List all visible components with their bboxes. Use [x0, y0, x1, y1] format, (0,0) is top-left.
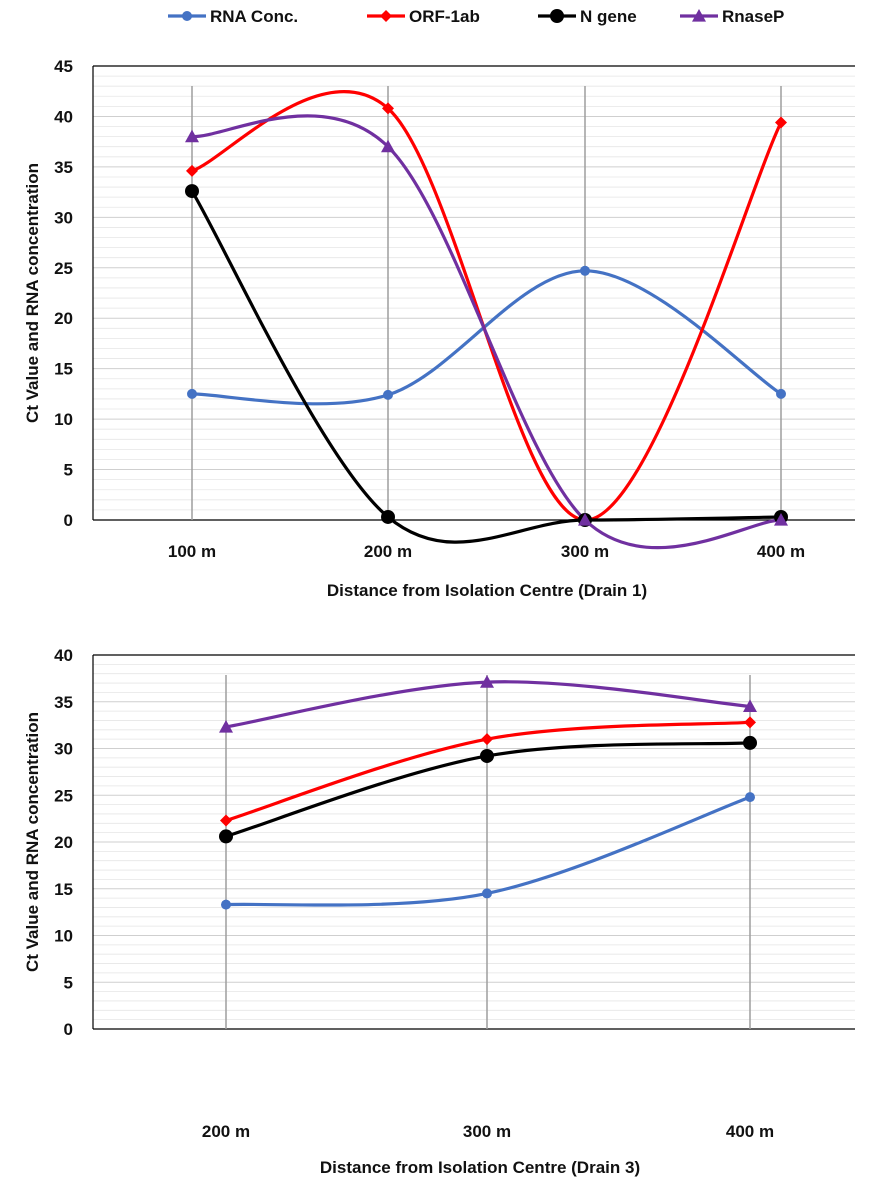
- y-tick-label: 30: [54, 740, 73, 759]
- data-point-rna-conc: [482, 888, 492, 899]
- y-tick-label: 35: [54, 158, 73, 177]
- data-point-orf-1ab: [744, 716, 756, 729]
- y-tick-label: 5: [64, 461, 73, 480]
- data-point-rna-conc: [221, 899, 231, 910]
- y-tick-label: 40: [54, 646, 73, 665]
- series-line-rna-conc: [190, 269, 783, 406]
- y-tick-label: 25: [54, 259, 73, 278]
- y-tick-label: 40: [54, 107, 73, 126]
- chart-drain-3: 0 5 10 15 20 25 30 35 40 200 m 300 m 400 m Distance …: [23, 646, 855, 1177]
- data-point-rna-conc: [187, 388, 197, 399]
- chart-drain-1: 0 5 10 15 20 25 30 35 40 45 100 m 200 m 300 m 400 m Di…: [23, 57, 855, 600]
- data-point-rnasep: [185, 129, 199, 143]
- markers-n-gene: [219, 735, 757, 844]
- markers-orf-1ab: [220, 716, 756, 827]
- series-orf-1ab: [190, 90, 783, 522]
- plot-area: [93, 66, 855, 520]
- y-axis-title: Ct Value and RNA concentration: [23, 163, 42, 423]
- series-rnasep: [190, 114, 783, 550]
- x-axis-title: Distance from Isolation Centre (Drain 3): [320, 1158, 640, 1177]
- markers-orf-1ab: [186, 102, 787, 526]
- data-point-n-gene: [185, 184, 199, 199]
- legend-label: RnaseP: [722, 7, 784, 26]
- data-point-rnasep: [381, 139, 395, 153]
- legend-label: ORF-1ab: [409, 7, 480, 26]
- data-point-rnasep: [480, 675, 494, 688]
- legend-item-n-gene: N gene: [538, 7, 637, 26]
- data-point-n-gene: [480, 748, 494, 763]
- data-point-rnasep: [743, 699, 757, 713]
- data-point-rna-conc: [745, 792, 755, 803]
- legend-item-rna-conc: RNA Conc.: [168, 7, 298, 26]
- data-point-n-gene: [743, 735, 757, 750]
- y-tick-label: 5: [64, 973, 73, 992]
- data-point-orf-1ab: [775, 116, 787, 129]
- legend-marker-rnasep: [692, 9, 706, 22]
- y-tick-label: 20: [54, 833, 73, 852]
- series-line-n-gene: [190, 189, 783, 544]
- x-tick-label: 200 m: [202, 1122, 250, 1141]
- minor-gridlines: [93, 663, 855, 1021]
- data-point-n-gene: [381, 509, 395, 524]
- markers-rna-conc: [221, 792, 755, 910]
- x-tick-label: 200 m: [364, 542, 412, 561]
- data-point-orf-1ab: [481, 733, 493, 746]
- markers-rnasep: [185, 129, 788, 526]
- y-tick-label: 20: [54, 309, 73, 328]
- data-point-rnasep: [578, 513, 592, 526]
- legend-marker-n-gene: [550, 9, 564, 23]
- markers-rnasep: [219, 675, 757, 733]
- y-axis-title: Ct Value and RNA concentration: [23, 712, 42, 972]
- legend: RNA Conc. ORF-1ab N gene RnaseP: [168, 7, 784, 26]
- y-tick-label: 0: [64, 1020, 73, 1039]
- data-point-rna-conc: [776, 388, 786, 399]
- series-n-gene: [190, 189, 783, 544]
- data-point-rna-conc: [580, 265, 590, 276]
- legend-marker-rna-conc: [182, 11, 192, 21]
- y-tick-label: 30: [54, 208, 73, 227]
- x-tick-label: 400 m: [757, 542, 805, 561]
- legend-item-orf-1ab: ORF-1ab: [367, 7, 480, 26]
- data-point-rnasep: [774, 513, 788, 526]
- x-tick-label: 300 m: [463, 1122, 511, 1141]
- series-rna-conc: [190, 269, 783, 406]
- legend-item-rnasep: RnaseP: [680, 7, 784, 26]
- data-point-rna-conc: [383, 389, 393, 400]
- y-tick-label: 0: [64, 511, 73, 530]
- legend-marker-orf-1ab: [380, 10, 392, 22]
- y-tick-label: 15: [54, 880, 73, 899]
- y-tick-label: 15: [54, 360, 73, 379]
- legend-label: RNA Conc.: [210, 7, 298, 26]
- legend-label: N gene: [580, 7, 637, 26]
- data-point-orf-1ab: [220, 814, 232, 827]
- y-tick-label: 45: [54, 57, 73, 76]
- y-tick-label: 10: [54, 927, 73, 946]
- y-tick-label: 35: [54, 693, 73, 712]
- x-tick-label: 300 m: [561, 542, 609, 561]
- series-line-orf-1ab: [190, 90, 783, 522]
- x-axis-title: Distance from Isolation Centre (Drain 1): [327, 581, 647, 600]
- y-tick-label: 10: [54, 410, 73, 429]
- data-point-orf-1ab: [382, 102, 394, 115]
- x-tick-label: 100 m: [168, 542, 216, 561]
- data-point-orf-1ab: [186, 164, 198, 177]
- x-tick-label: 400 m: [726, 1122, 774, 1141]
- series-line-rnasep: [190, 114, 783, 550]
- markers-rna-conc: [187, 265, 786, 400]
- data-point-rnasep: [219, 719, 233, 733]
- y-tick-label: 25: [54, 786, 73, 805]
- data-point-n-gene: [219, 829, 233, 844]
